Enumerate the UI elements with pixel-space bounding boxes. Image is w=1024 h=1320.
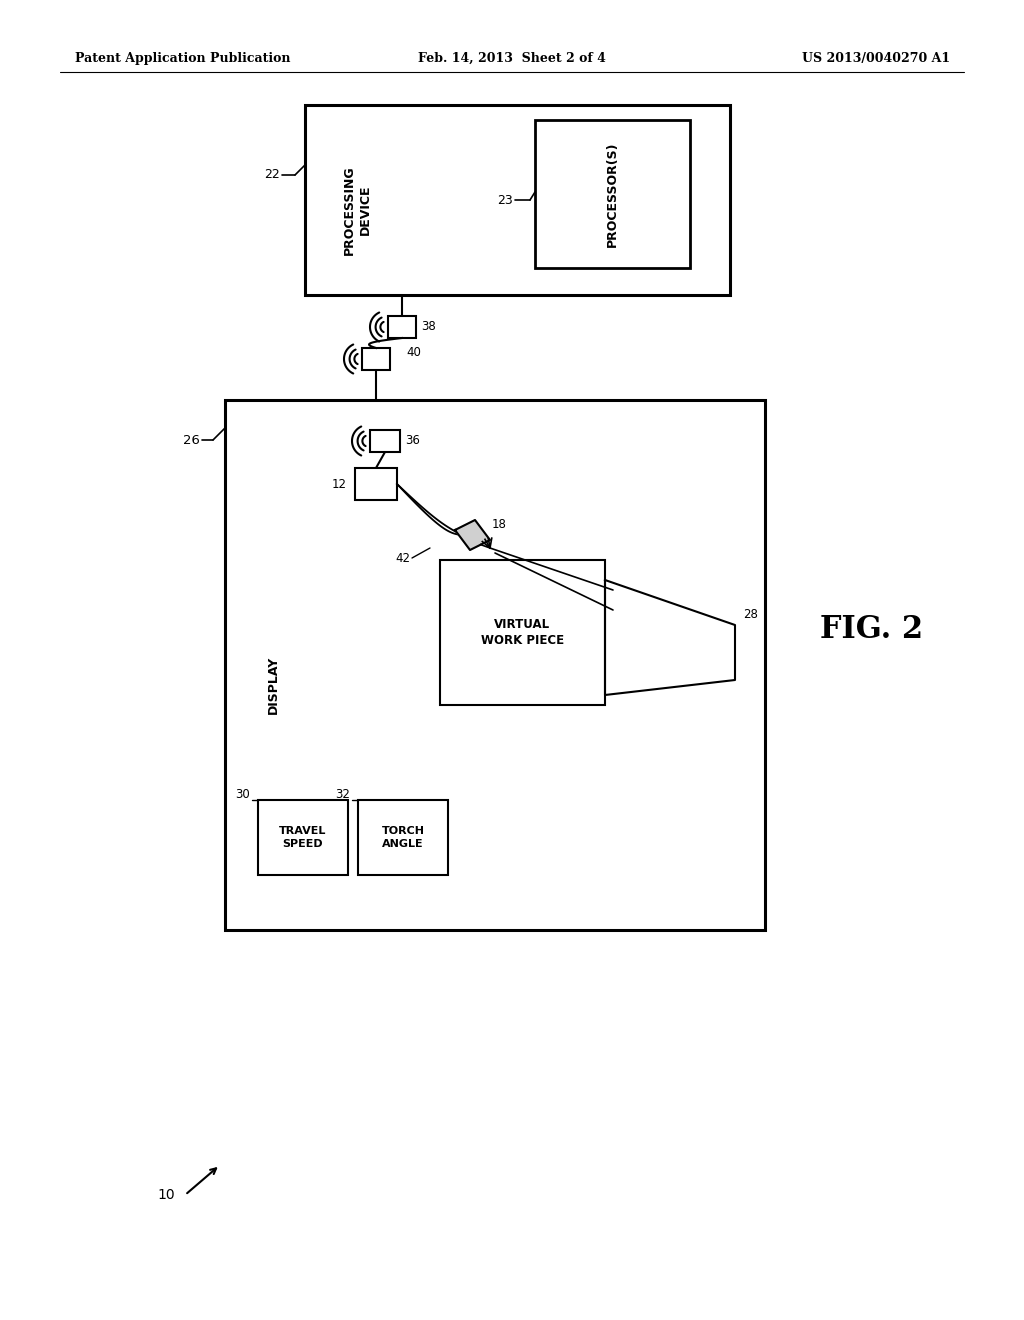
Text: 32: 32 bbox=[335, 788, 350, 801]
Bar bbox=[258, 800, 348, 875]
Bar bbox=[225, 400, 765, 931]
Text: Patent Application Publication: Patent Application Publication bbox=[75, 51, 291, 65]
Text: 22: 22 bbox=[264, 169, 280, 181]
Text: 36: 36 bbox=[406, 434, 420, 447]
Bar bbox=[370, 430, 400, 451]
Text: 30: 30 bbox=[236, 788, 250, 801]
Bar bbox=[355, 469, 397, 500]
Text: TRAVEL
SPEED: TRAVEL SPEED bbox=[280, 826, 327, 849]
Text: 38: 38 bbox=[421, 321, 436, 334]
Text: 26: 26 bbox=[183, 433, 200, 446]
Text: 40: 40 bbox=[406, 346, 421, 359]
Bar bbox=[305, 106, 730, 294]
Bar bbox=[535, 120, 690, 268]
Text: VIRTUAL
WORK PIECE: VIRTUAL WORK PIECE bbox=[481, 618, 564, 648]
Text: 12: 12 bbox=[332, 478, 347, 491]
Text: Feb. 14, 2013  Sheet 2 of 4: Feb. 14, 2013 Sheet 2 of 4 bbox=[418, 51, 606, 65]
Text: US 2013/0040270 A1: US 2013/0040270 A1 bbox=[802, 51, 950, 65]
Text: 23: 23 bbox=[498, 194, 513, 206]
Bar bbox=[388, 315, 416, 338]
Polygon shape bbox=[605, 579, 735, 696]
Text: PROCESSOR(S): PROCESSOR(S) bbox=[606, 141, 618, 247]
Text: TORCH
ANGLE: TORCH ANGLE bbox=[382, 826, 425, 849]
Text: 18: 18 bbox=[492, 517, 507, 531]
Bar bbox=[362, 348, 390, 370]
Text: FIG. 2: FIG. 2 bbox=[820, 615, 923, 645]
Polygon shape bbox=[455, 520, 490, 550]
Text: DISPLAY: DISPLAY bbox=[266, 656, 280, 714]
Bar bbox=[440, 560, 605, 705]
Text: PROCESSING
DEVICE: PROCESSING DEVICE bbox=[342, 165, 372, 255]
Text: 28: 28 bbox=[743, 609, 758, 622]
Bar bbox=[358, 800, 449, 875]
Text: 10: 10 bbox=[158, 1188, 175, 1203]
Text: 42: 42 bbox=[395, 552, 410, 565]
